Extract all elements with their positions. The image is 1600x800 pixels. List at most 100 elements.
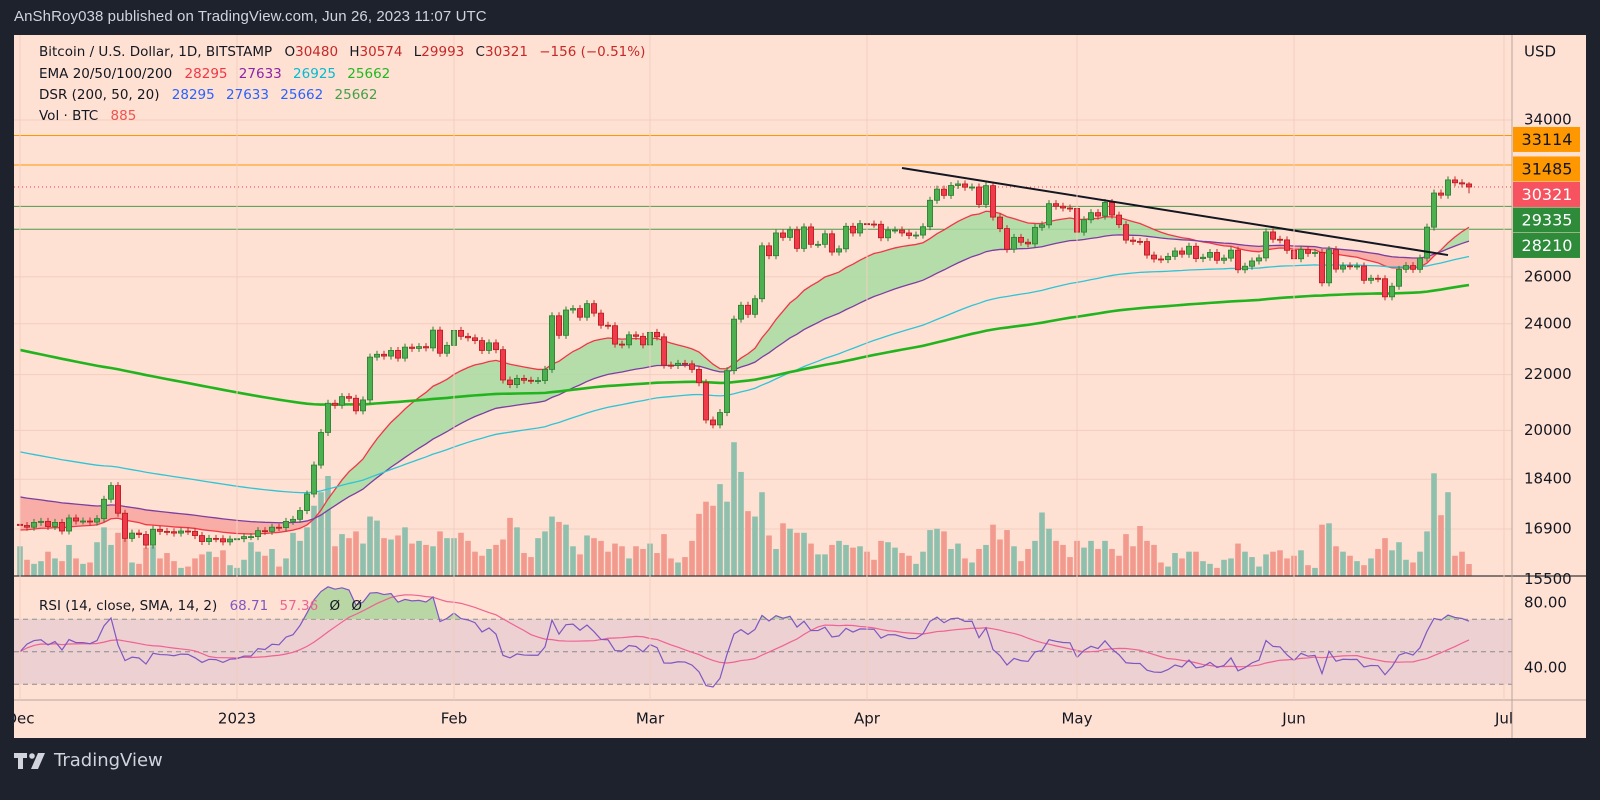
candle[interactable] (668, 361, 675, 369)
candle[interactable] (1452, 176, 1459, 187)
candle[interactable] (59, 518, 66, 535)
candle[interactable] (752, 295, 759, 318)
candle[interactable] (289, 515, 296, 525)
candle[interactable] (535, 377, 542, 385)
price-pane[interactable] (14, 119, 1512, 580)
candle[interactable] (387, 346, 394, 360)
candle[interactable] (191, 527, 198, 540)
candle[interactable] (1256, 254, 1263, 265)
candle[interactable] (198, 532, 205, 546)
candle[interactable] (1172, 247, 1179, 260)
candle[interactable] (366, 353, 373, 404)
candle[interactable] (815, 240, 822, 248)
candle[interactable] (542, 365, 549, 385)
candle[interactable] (941, 185, 948, 199)
candle[interactable] (1396, 265, 1403, 290)
candle[interactable] (1144, 238, 1151, 259)
candle[interactable] (1249, 257, 1256, 270)
candle[interactable] (226, 535, 233, 546)
footer-brand[interactable]: TradingView (14, 750, 163, 771)
candle[interactable] (115, 482, 122, 517)
candle[interactable] (570, 305, 577, 314)
candle[interactable] (1298, 245, 1305, 263)
ema-legend[interactable]: EMA 20/50/100/200 28295 27633 26925 2566… (39, 66, 397, 82)
candle[interactable] (906, 229, 913, 239)
candle[interactable] (962, 180, 969, 191)
trendline[interactable] (901, 167, 1449, 257)
candle[interactable] (1326, 246, 1333, 287)
candle[interactable] (247, 533, 254, 541)
candle[interactable] (261, 527, 268, 535)
candle[interactable] (619, 340, 626, 349)
candle[interactable] (303, 490, 310, 515)
candle[interactable] (1088, 209, 1095, 224)
candle[interactable] (948, 181, 955, 199)
candle[interactable] (520, 374, 527, 384)
candle[interactable] (1018, 233, 1025, 246)
candle[interactable] (513, 374, 520, 389)
candle[interactable] (464, 332, 471, 342)
candle[interactable] (885, 226, 892, 242)
candle[interactable] (1375, 274, 1382, 283)
candle[interactable] (759, 242, 766, 303)
ema50-line[interactable] (19, 234, 1470, 524)
candle[interactable] (485, 339, 492, 354)
dsr-legend[interactable]: DSR (200, 50, 20) 28295 27633 25662 2566… (39, 87, 384, 103)
candle[interactable] (331, 399, 338, 409)
candle[interactable] (1305, 245, 1312, 257)
candle[interactable] (1060, 202, 1067, 212)
candle[interactable] (317, 428, 324, 469)
candle[interactable] (528, 376, 535, 385)
candle[interactable] (794, 226, 801, 252)
candle[interactable] (163, 527, 170, 536)
candle[interactable] (1221, 254, 1228, 264)
candle[interactable] (661, 333, 668, 369)
candle[interactable] (254, 527, 261, 541)
candle[interactable] (1130, 236, 1137, 245)
candle[interactable] (359, 396, 366, 415)
candle[interactable] (1354, 262, 1361, 270)
candle[interactable] (66, 514, 73, 535)
candle[interactable] (422, 343, 429, 352)
candle[interactable] (87, 517, 94, 526)
candle[interactable] (240, 533, 247, 543)
candle[interactable] (1200, 253, 1207, 263)
ema20-line[interactable] (19, 210, 1470, 535)
candle[interactable] (829, 230, 836, 256)
candle[interactable] (1361, 262, 1368, 284)
candle[interactable] (1438, 189, 1445, 199)
candle[interactable] (738, 301, 745, 323)
candle[interactable] (1333, 246, 1340, 273)
candle[interactable] (142, 531, 149, 549)
candle[interactable] (275, 523, 282, 532)
candle[interactable] (499, 346, 506, 384)
candle[interactable] (710, 416, 717, 429)
candle[interactable] (345, 393, 352, 402)
candle[interactable] (1123, 221, 1130, 244)
candle[interactable] (436, 326, 443, 357)
chart-panel[interactable]: USD 34000 26000 24000 22000 20000 18400 16900 15… (14, 35, 1586, 738)
candle[interactable] (878, 220, 885, 242)
candle[interactable] (37, 517, 44, 526)
candle[interactable] (1235, 246, 1242, 274)
candle[interactable] (136, 529, 143, 539)
candle[interactable] (1270, 228, 1277, 243)
price-badge[interactable]: 29335 (1513, 207, 1580, 233)
candle[interactable] (429, 326, 436, 352)
candle[interactable] (598, 309, 605, 329)
candle[interactable] (129, 529, 136, 542)
candle[interactable] (605, 321, 612, 330)
candle[interactable] (282, 517, 289, 532)
candle[interactable] (1340, 262, 1347, 273)
candle[interactable] (822, 230, 829, 248)
candle[interactable] (892, 226, 899, 234)
candle[interactable] (731, 315, 738, 375)
candle[interactable] (584, 300, 591, 321)
candle[interactable] (73, 514, 80, 525)
candle[interactable] (920, 223, 927, 239)
candle[interactable] (969, 183, 976, 191)
candle[interactable] (843, 222, 850, 253)
candle[interactable] (506, 376, 513, 389)
candle[interactable] (205, 534, 212, 546)
candle[interactable] (612, 322, 619, 348)
